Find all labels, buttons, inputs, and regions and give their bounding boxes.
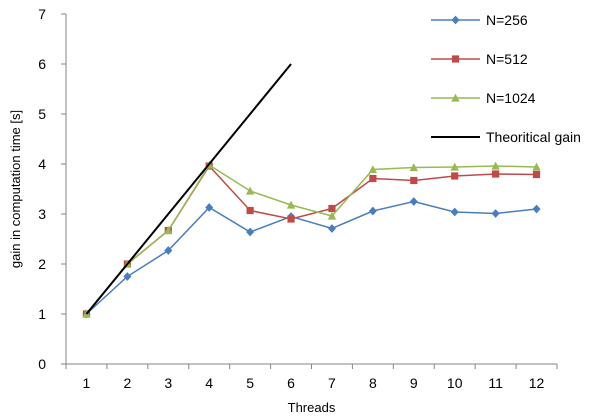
data-point bbox=[410, 176, 418, 185]
data-point bbox=[491, 161, 500, 170]
x-tick-label: 3 bbox=[164, 375, 172, 391]
x-tick-label: 4 bbox=[205, 375, 213, 391]
data-point bbox=[246, 227, 255, 237]
legend-entry: N=1024 bbox=[431, 90, 536, 106]
data-point bbox=[451, 172, 459, 180]
data-point bbox=[369, 174, 377, 183]
y-tick-label: 4 bbox=[38, 156, 46, 172]
legend-label: N=256 bbox=[486, 12, 528, 28]
legend-entry: N=512 bbox=[431, 51, 528, 67]
y-axis-label: gain in computation time [s] bbox=[8, 110, 23, 268]
data-point bbox=[532, 204, 541, 214]
data-point bbox=[451, 15, 460, 25]
series-lines bbox=[82, 63, 541, 319]
axes bbox=[65, 14, 557, 365]
y-tick-label: 5 bbox=[38, 106, 46, 122]
data-point bbox=[491, 209, 500, 218]
x-tick-label: 6 bbox=[287, 375, 295, 391]
data-point bbox=[205, 203, 214, 212]
y-tick-label: 7 bbox=[38, 6, 46, 22]
x-tick-label: 10 bbox=[447, 375, 463, 391]
data-point bbox=[492, 170, 500, 178]
y-tick-label: 3 bbox=[38, 206, 46, 222]
series-theoritical-gain bbox=[85, 63, 292, 315]
data-point bbox=[368, 165, 378, 174]
series-n-1024 bbox=[82, 160, 541, 318]
legend-label: Theoritical gain bbox=[486, 129, 581, 145]
data-point bbox=[409, 163, 418, 172]
x-tick-label: 8 bbox=[369, 375, 377, 391]
y-tick-label: 6 bbox=[38, 56, 46, 72]
x-tick-label: 7 bbox=[328, 375, 336, 391]
series-line bbox=[85, 163, 537, 315]
legend-label: N=1024 bbox=[486, 90, 536, 106]
data-point bbox=[287, 215, 295, 223]
x-axis-label: Threads bbox=[288, 400, 336, 415]
data-point bbox=[409, 197, 418, 206]
data-point bbox=[532, 170, 541, 179]
data-point bbox=[368, 206, 377, 216]
data-point bbox=[451, 55, 460, 63]
x-tick-label: 1 bbox=[83, 375, 91, 391]
data-point bbox=[286, 200, 296, 209]
data-point bbox=[123, 272, 132, 281]
x-tick-label: 5 bbox=[246, 375, 254, 391]
y-tick-label: 1 bbox=[38, 306, 46, 322]
data-point bbox=[164, 226, 173, 235]
legend-entry: N=256 bbox=[431, 12, 528, 28]
data-point bbox=[164, 246, 173, 255]
series-line bbox=[85, 200, 537, 315]
data-point bbox=[450, 207, 459, 217]
series-n-512 bbox=[82, 162, 541, 318]
y-tick-label: 2 bbox=[38, 256, 46, 272]
x-tick-label: 2 bbox=[123, 375, 131, 391]
x-tick-labels: 1 2 3 4 5 6 7 8 9 10 11 12 bbox=[65, 364, 558, 391]
series-line bbox=[85, 164, 537, 315]
x-tick-label: 12 bbox=[529, 375, 545, 391]
legend: N=256 N=512 N=1024 Theoritical gain bbox=[431, 12, 581, 145]
data-point bbox=[327, 224, 336, 233]
y-tick-label: 0 bbox=[38, 356, 46, 372]
data-point bbox=[328, 204, 336, 213]
x-tick-label: 11 bbox=[488, 375, 503, 391]
data-point bbox=[246, 206, 254, 215]
data-point bbox=[245, 186, 255, 195]
data-point bbox=[450, 162, 459, 171]
legend-label: N=512 bbox=[486, 51, 528, 67]
x-tick-label: 9 bbox=[410, 375, 418, 391]
data-point bbox=[451, 93, 460, 102]
series-line bbox=[85, 63, 292, 315]
data-point bbox=[327, 211, 337, 220]
y-tick-labels: 0 1 2 3 4 5 6 7 bbox=[38, 6, 66, 372]
series-n-256 bbox=[82, 197, 541, 319]
data-point bbox=[532, 162, 541, 171]
legend-entry: Theoritical gain bbox=[431, 129, 581, 145]
